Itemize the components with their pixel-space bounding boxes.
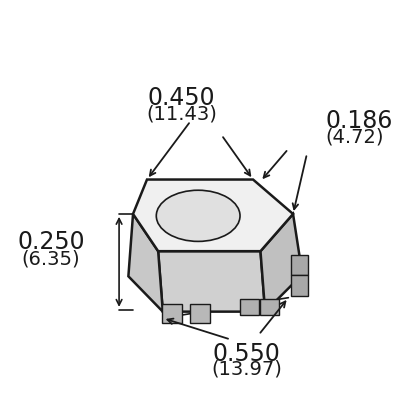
Text: 0.186: 0.186 (326, 109, 393, 133)
Polygon shape (260, 214, 302, 312)
Bar (162, 304, 182, 323)
Text: (4.72): (4.72) (326, 127, 384, 146)
Bar (190, 304, 210, 323)
Text: (6.35): (6.35) (22, 249, 80, 268)
Bar (240, 299, 259, 315)
Text: (13.97): (13.97) (211, 360, 282, 379)
Text: 0.250: 0.250 (17, 230, 85, 254)
Bar (291, 275, 308, 296)
Bar (260, 299, 279, 315)
Text: 0.450: 0.450 (148, 86, 215, 110)
Polygon shape (128, 214, 163, 312)
Bar (291, 255, 308, 275)
Polygon shape (133, 180, 293, 251)
Text: 0.550: 0.550 (212, 342, 280, 366)
Text: (11.43): (11.43) (146, 105, 217, 124)
Polygon shape (158, 251, 265, 312)
Ellipse shape (156, 190, 240, 241)
